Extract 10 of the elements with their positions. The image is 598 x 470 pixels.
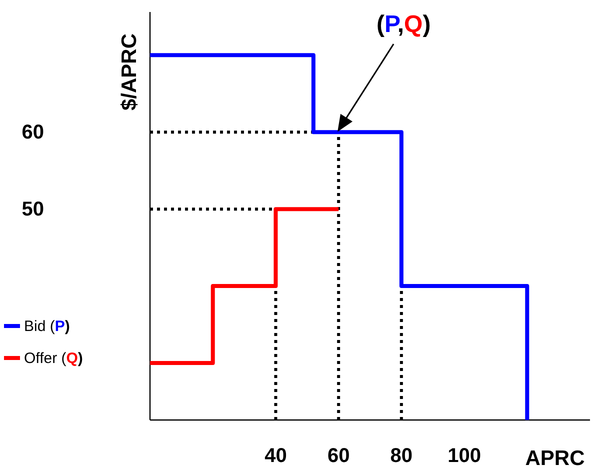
x-tick-label: 40 (264, 445, 287, 468)
y-tick-label: 50 (22, 198, 44, 220)
y-axis-title: $/APRC (118, 33, 141, 111)
x-tick-label: 80 (390, 445, 413, 468)
legend-label: Bid (P) (24, 318, 70, 335)
x-tick-label: 100 (448, 445, 481, 468)
annotation: (P,Q) (376, 11, 431, 38)
x-tick-label: 60 (327, 445, 350, 468)
legend-label: Offer (Q) (24, 350, 83, 367)
x-axis-title: APRC (525, 447, 585, 470)
